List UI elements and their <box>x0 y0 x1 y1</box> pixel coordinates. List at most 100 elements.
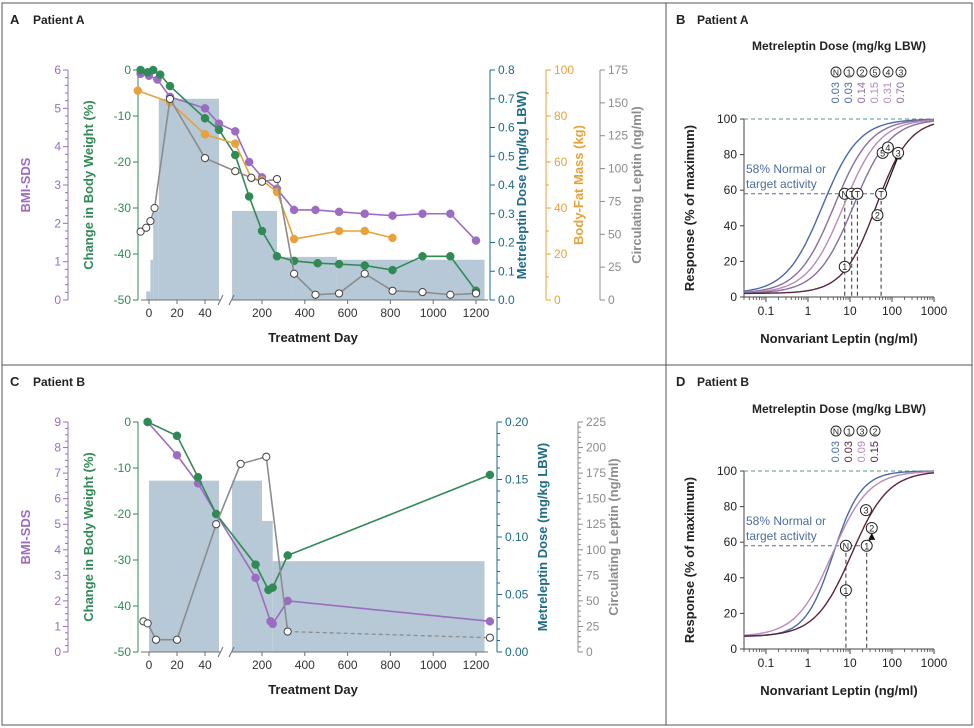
leptin-tick-label-5: 125 <box>608 129 628 143</box>
panel-c-frame <box>1 364 667 726</box>
series-0-point-17 <box>471 236 481 245</box>
dose-tick-label-1: 0.1 <box>498 264 515 278</box>
fat-tick-label-2: 40 <box>554 201 568 215</box>
marker-label-4: 3 <box>863 506 868 516</box>
x-tick-label-1: 20 <box>170 658 184 672</box>
y-tick-label-1: 20 <box>724 254 738 268</box>
dose-axis-label: Metreleptin Dose (mg/kg LBW) <box>535 443 550 632</box>
dose-bar-2 <box>150 259 154 300</box>
x-tick-label-4: 400 <box>295 658 315 672</box>
leptin-tick-label-1: 25 <box>586 619 600 633</box>
dose-response-curve-1 <box>743 470 935 636</box>
bmi-tick-label-8: 8 <box>54 441 61 455</box>
leptin-tick-label-8: 200 <box>586 441 606 455</box>
leptin-tick-label-2: 50 <box>586 594 600 608</box>
series-2-point-7 <box>283 627 292 636</box>
panel-d-note-line1: 58% Normal or <box>746 514 826 528</box>
x-tick-label-0: 0 <box>146 306 153 320</box>
marker-circle-7 <box>881 141 894 154</box>
marker-circle-8 <box>892 146 905 159</box>
series-0-point-11 <box>311 205 320 215</box>
dose-tick-label-3: 0.3 <box>498 207 515 221</box>
x-tick-label-2: 10 <box>843 656 857 670</box>
leptin-tick-label-3: 75 <box>608 194 622 208</box>
series-1-point-16 <box>418 252 427 261</box>
panel-b-dose-title: Metreleptin Dose (mg/kg LBW) <box>752 39 926 53</box>
series-3-point-7 <box>247 173 256 182</box>
series-3-point-17 <box>471 289 481 298</box>
weight-tick-label-3: -30 <box>114 201 132 215</box>
x-axis-label: Treatment Day <box>268 682 358 697</box>
series-3-point-0 <box>136 227 145 236</box>
panel-d-plot: 0 20 40 60 80 100 0.1 1 10 100 1000 Nonvariant Lept… <box>682 425 948 698</box>
panel-c-title: Patient B <box>33 375 85 389</box>
marker-label-2: 1 <box>864 541 869 551</box>
series-1-point-0 <box>143 417 152 427</box>
dose-response-curve-0 <box>743 470 934 637</box>
y-axis-label: Response (% of maximum) <box>682 125 697 291</box>
marker-circle-3 <box>875 187 888 200</box>
y-tick-label-2: 40 <box>724 571 738 585</box>
y-tick-label-5: 100 <box>717 464 737 478</box>
series-1-point-7 <box>231 150 240 160</box>
series-3-point-12 <box>334 289 344 298</box>
fat-tick-label-1: 20 <box>554 247 568 261</box>
dose-response-curve-0 <box>743 118 934 292</box>
series-3-point-5 <box>200 153 210 163</box>
series-1-point-13 <box>334 259 344 269</box>
dose-header-circle-3 <box>869 425 881 437</box>
dose-header-symbol-3: 2 <box>873 426 878 436</box>
series-2-point-1 <box>143 619 152 628</box>
marker-circle-4 <box>859 504 872 517</box>
dose-bar-6 <box>276 256 292 300</box>
series-1-point-2 <box>193 472 203 482</box>
weight-axis-label: Change in Body Weight (%) <box>81 100 96 269</box>
dose-bar-3 <box>272 561 485 652</box>
dose-header-value-2: 0.09 <box>856 441 868 462</box>
series-0-point-16 <box>446 209 455 218</box>
series-3-point-8 <box>257 177 267 186</box>
series-1-point-8 <box>244 192 254 201</box>
marker-circle-5 <box>871 209 884 222</box>
y-tick-label-4: 80 <box>724 500 738 514</box>
series-0-point-4 <box>251 573 260 583</box>
marker-label-7: 4 <box>885 143 890 153</box>
fat-tick-label-0: 0 <box>554 293 561 307</box>
x-tick-label-5: 600 <box>338 306 358 320</box>
x-tick-label-4: 1000 <box>921 304 948 318</box>
dose-axis-label: Metreleptin Dose (mg/kg LBW) <box>514 91 529 280</box>
x-tick-label-8: 1200 <box>463 658 490 672</box>
series-0-point-6 <box>268 619 277 629</box>
leptin-tick-label-1: 25 <box>608 260 622 274</box>
series-0-point-6 <box>231 127 240 136</box>
panel-d-dose-title: Metreleptin Dose (mg/kg LBW) <box>752 402 926 416</box>
series-2-point-10 <box>388 233 397 243</box>
leptin-tick-label-2: 50 <box>608 227 622 241</box>
dose-tick-label-0: 0.00 <box>505 645 529 659</box>
y-tick-label-3: 60 <box>724 535 738 549</box>
dose-header-symbol-4: 4 <box>886 67 891 77</box>
dose-header-value-2: 0.14 <box>856 82 868 103</box>
weight-tick-label-0: 0 <box>124 63 131 77</box>
dose-header-circle-0 <box>830 425 842 437</box>
series-1-point-4 <box>251 560 260 569</box>
marker-label-0: N <box>841 189 848 199</box>
marker-label-1: 1 <box>843 586 848 596</box>
series-2-line-dashed <box>287 630 490 639</box>
x-tick-label-4: 400 <box>295 306 315 320</box>
dose-header-symbol-0: N <box>833 426 839 436</box>
bmi-axis-label: BMI-SDS <box>18 509 33 564</box>
dose-response-curve-2 <box>743 472 935 637</box>
panel-d-frame <box>665 364 973 726</box>
dose-header-value-0: 0.03 <box>830 82 842 103</box>
x-tick-label-3: 200 <box>252 658 272 672</box>
series-1-point-6 <box>214 125 224 135</box>
bmi-tick-label-2: 2 <box>54 594 61 608</box>
marker-label-2: T <box>855 189 861 199</box>
panel-b-note-line1: 58% Normal or <box>746 162 826 176</box>
x-break-mark-2 <box>228 294 235 306</box>
dose-tick-label-0: 0.0 <box>498 293 515 307</box>
series-1-point-10 <box>272 252 282 261</box>
